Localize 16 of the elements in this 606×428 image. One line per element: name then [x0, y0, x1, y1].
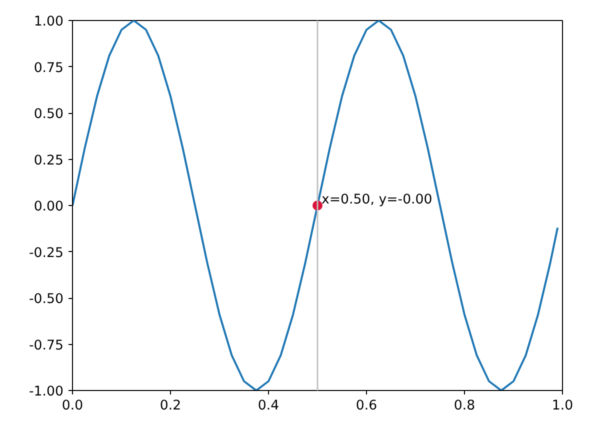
- y-tick-label: -0.50: [29, 292, 64, 307]
- y-tick-label: 0.00: [34, 200, 64, 214]
- x-tick-label: 0.6: [356, 398, 378, 414]
- x-tick-label: 0.2: [160, 398, 182, 414]
- x-tick-label: 0.4: [258, 398, 280, 414]
- y-tick-label: 0.75: [34, 60, 64, 76]
- x-tick-label: 1.0: [552, 398, 574, 414]
- x-tick-label: 0.8: [454, 398, 476, 414]
- y-tick-label: -0.75: [29, 338, 64, 354]
- x-tick-label: 0.0: [62, 398, 84, 414]
- y-tick-label: 1.00: [34, 14, 64, 30]
- annotation: x=0.50, y=-0.00: [322, 192, 432, 208]
- y-tick-label: 0.25: [34, 153, 64, 168]
- y-tick-label: 0.50: [34, 107, 64, 122]
- y-tick-label: -1.00: [29, 384, 64, 400]
- y-tick-label: -0.25: [29, 246, 64, 261]
